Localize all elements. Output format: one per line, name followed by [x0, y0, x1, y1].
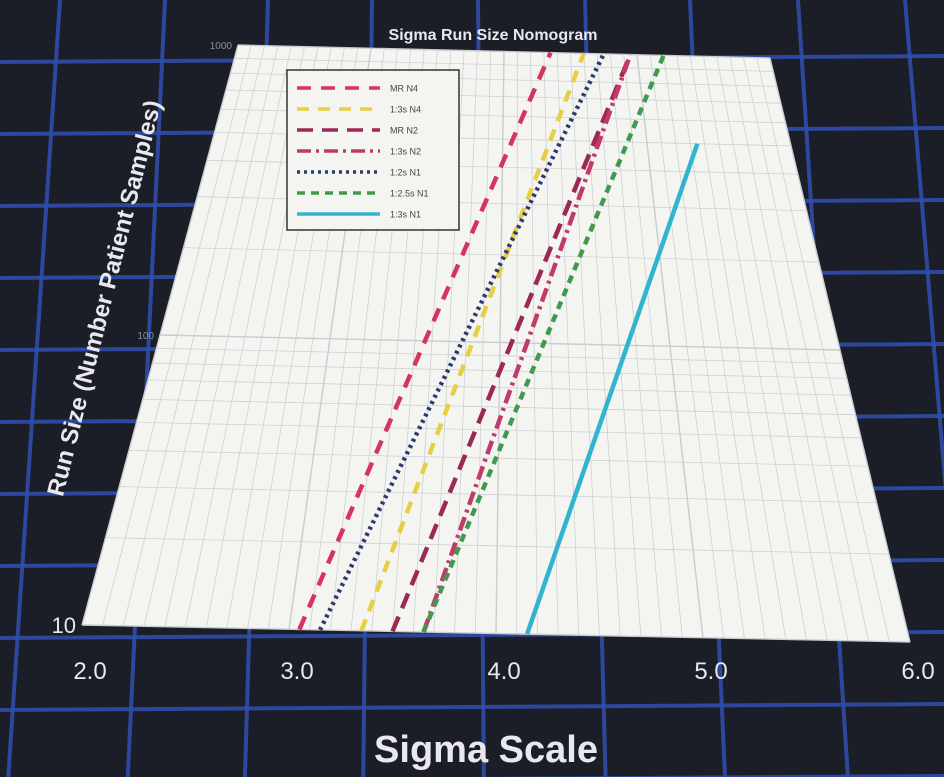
grid-line-horizontal: [147, 379, 851, 396]
y-tick-label: 1000: [210, 41, 233, 52]
legend-label: 1:3s N4: [390, 105, 421, 115]
grid-line-horizontal: [136, 421, 862, 439]
grid-line-horizontal: [128, 450, 868, 467]
grid-line-horizontal: [183, 247, 819, 263]
background-grid-line: [903, 0, 944, 494]
grid-line-horizontal: [234, 57, 774, 72]
x-tick-label: 2.0: [73, 658, 106, 685]
x-tick-label: 5.0: [694, 658, 727, 685]
grid-line-horizontal: [156, 347, 844, 364]
legend-label: 1:2s N1: [390, 168, 421, 178]
series-lines: [297, 51, 700, 635]
chart-title: Sigma Run Size Nomogram: [389, 27, 598, 44]
x-tick-label: 4.0: [487, 658, 520, 685]
legend-label: MR N4: [390, 84, 418, 94]
plot-grid: [81, 44, 911, 643]
x-tick-label: 3.0: [280, 658, 313, 685]
y-tick-label: 10: [52, 613, 76, 638]
background-grid-line: [0, 702, 944, 712]
y-tick-label: 100: [137, 331, 154, 342]
series-line: [318, 52, 606, 631]
series-line: [421, 54, 666, 633]
series-line: [524, 142, 700, 635]
legend-label: MR N2: [390, 126, 418, 136]
series-line: [421, 53, 633, 633]
grid-line-horizontal: [119, 486, 877, 504]
legend-label: 1:2.5s N1: [390, 189, 429, 199]
legend: MR N4 1:3s N4 MR N2 1:3s N2 1:2s N1 1:2.5s N1…: [286, 69, 460, 231]
legend-label: 1:3s N2: [390, 147, 421, 157]
grid-line-horizontal: [159, 334, 841, 351]
background-grid-line: [6, 0, 62, 777]
x-tick-label: 6.0: [901, 658, 934, 685]
grid-line-horizontal: [105, 537, 889, 555]
series-line: [297, 51, 553, 631]
grid-line-horizontal: [81, 624, 911, 643]
grid-line-horizontal: [142, 398, 856, 416]
grid-line-horizontal: [237, 44, 771, 59]
series-line: [359, 52, 586, 632]
legend-label: 1:3s N1: [390, 210, 421, 220]
series-line: [390, 53, 633, 633]
x-axis-label: Sigma Scale: [374, 729, 598, 771]
axis-ticks: 2.0 3.0 4.0 5.0 6.0 10 100 1000: [52, 41, 935, 685]
